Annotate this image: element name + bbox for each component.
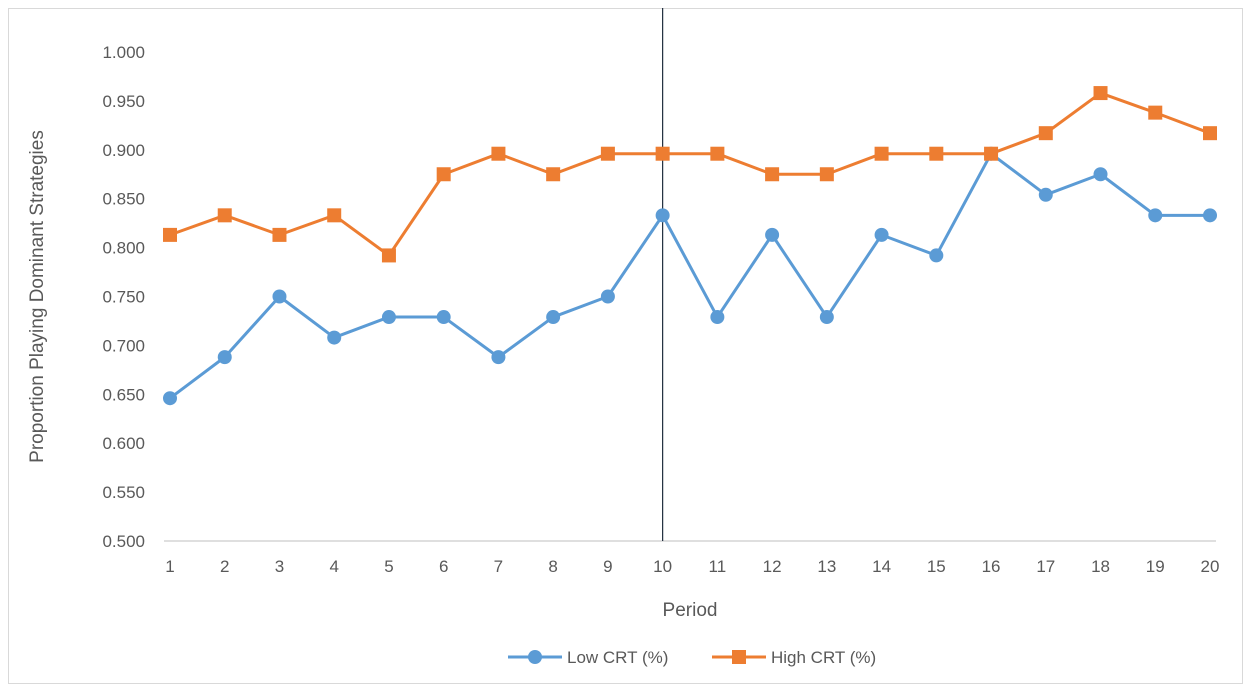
data-point <box>819 167 834 182</box>
data-point <box>381 248 396 263</box>
x-tick-label: 10 <box>653 557 672 576</box>
data-point <box>765 227 780 242</box>
x-tick-label: 16 <box>982 557 1001 576</box>
data-point <box>436 310 451 325</box>
data-point <box>765 167 780 182</box>
data-point <box>874 227 889 242</box>
data-point <box>272 289 287 304</box>
data-point <box>874 146 889 161</box>
data-point <box>1093 167 1108 182</box>
series-layer <box>163 86 1217 406</box>
data-point <box>272 227 287 242</box>
legend-item: High CRT (%) <box>712 648 876 667</box>
y-tick-label: 0.900 <box>102 141 145 160</box>
data-point <box>710 310 725 325</box>
series-line <box>169 152 1210 400</box>
x-tick-label: 15 <box>927 557 946 576</box>
data-point <box>1203 208 1217 223</box>
x-tick-label: 17 <box>1036 557 1055 576</box>
data-point <box>600 289 615 304</box>
data-point <box>217 208 232 223</box>
x-tick-label: 11 <box>709 557 727 576</box>
data-point <box>929 146 944 161</box>
data-point <box>655 146 670 161</box>
legend-label: High CRT (%) <box>771 648 876 667</box>
data-point <box>546 310 561 325</box>
x-tick-label: 20 <box>1201 557 1220 576</box>
chart-frame <box>8 8 1243 684</box>
x-tick-label: 12 <box>763 557 782 576</box>
x-tick-label: 2 <box>220 557 229 576</box>
x-tick-label: 1 <box>165 557 174 576</box>
y-tick-label: 0.800 <box>102 239 145 258</box>
data-point <box>1038 187 1053 202</box>
x-tick-label: 8 <box>548 557 557 576</box>
y-tick-label: 0.650 <box>102 385 145 404</box>
x-tick-label: 9 <box>603 557 612 576</box>
x-tick-label: 5 <box>384 557 393 576</box>
x-tick-label: 6 <box>439 557 448 576</box>
data-point <box>1038 126 1053 141</box>
legend-item: Low CRT (%) <box>508 648 668 667</box>
x-axis-ticks: 1 2 3 4 5 6 7 8 9 10 11 12 13 14 15 16 17 18 19 20 <box>165 557 1219 576</box>
y-axis-ticks: 0.500 0.550 0.600 0.650 0.700 0.750 0.800 0.850… <box>102 43 145 551</box>
y-tick-label: 0.750 <box>102 288 145 307</box>
legend-label: Low CRT (%) <box>567 648 668 667</box>
data-point <box>327 330 342 345</box>
data-point <box>929 248 944 263</box>
series-line <box>169 91 1211 257</box>
y-tick-label: 0.950 <box>102 92 145 111</box>
x-tick-label: 14 <box>872 557 891 576</box>
data-point <box>217 350 232 365</box>
data-point <box>819 310 834 325</box>
data-point <box>163 227 177 242</box>
y-tick-label: 0.700 <box>102 336 145 355</box>
data-point <box>655 208 670 223</box>
series-high-crt <box>163 86 1217 263</box>
y-tick-label: 0.600 <box>102 434 145 453</box>
data-point <box>381 310 396 325</box>
data-point <box>1093 86 1108 101</box>
data-point <box>984 146 999 161</box>
data-point <box>710 146 725 161</box>
y-tick-label: 0.550 <box>102 483 145 502</box>
data-point <box>546 167 561 182</box>
data-point <box>600 146 615 161</box>
y-tick-label: 0.850 <box>102 190 145 209</box>
y-tick-label: 1.000 <box>102 43 145 62</box>
data-point <box>163 391 177 406</box>
data-point <box>436 167 451 182</box>
x-tick-label: 3 <box>275 557 284 576</box>
data-point <box>1148 208 1163 223</box>
x-tick-label: 13 <box>817 557 836 576</box>
x-tick-label: 7 <box>494 557 503 576</box>
legend-marker <box>528 650 542 664</box>
x-axis-title: Period <box>663 600 718 621</box>
series-low-crt <box>163 146 1217 406</box>
legend-marker <box>732 650 746 664</box>
data-point <box>327 208 342 223</box>
data-point <box>1203 126 1217 141</box>
data-point <box>491 350 506 365</box>
data-point <box>1148 105 1163 120</box>
x-tick-label: 18 <box>1091 557 1110 576</box>
x-tick-label: 19 <box>1146 557 1165 576</box>
y-axis-title: Proportion Playing Dominant Strategies <box>27 130 48 463</box>
data-point <box>491 146 506 161</box>
x-tick-label: 4 <box>329 557 338 576</box>
y-tick-label: 0.500 <box>102 532 145 551</box>
legend: Low CRT (%) High CRT (%) <box>508 648 876 667</box>
